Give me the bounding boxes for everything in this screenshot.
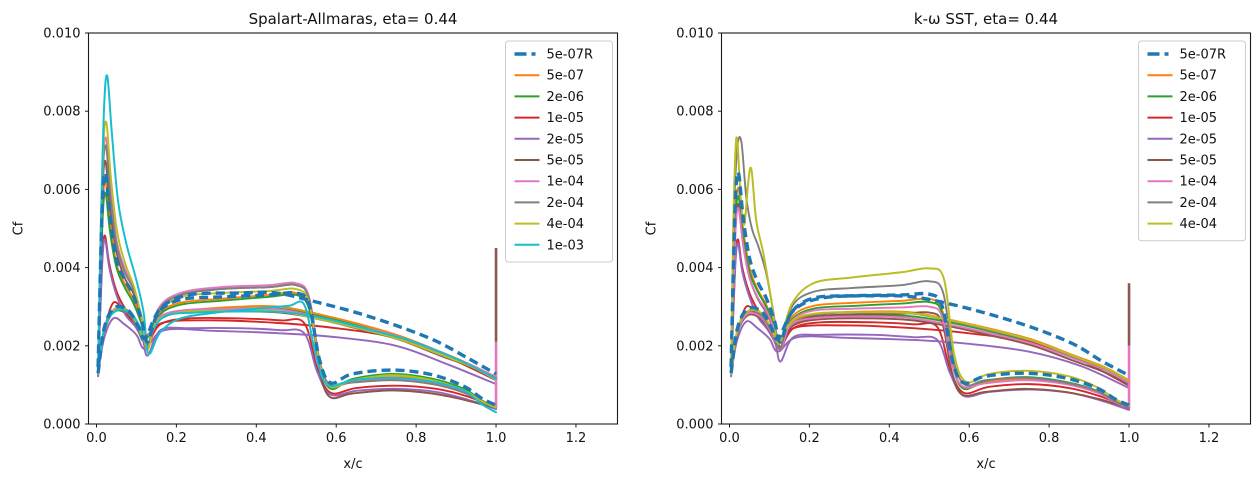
x-tick-label: 0.8 (406, 431, 427, 446)
left-chart: 0.0 0.2 0.4 0.6 0.8 1.0 1.2 0.000 0.002 0.004 0.00… (12, 10, 619, 472)
x-tick-label: 0.4 (246, 431, 267, 446)
legend-box (1138, 40, 1246, 242)
legend-label: 4e-04 (547, 217, 585, 232)
legend-label: 5e-07R (1180, 48, 1227, 63)
legend-label: 2e-06 (547, 90, 585, 105)
series-5e-07R-branch1 (729, 170, 1130, 407)
y-tick-label: 0.000 (43, 418, 80, 433)
chart-title: Spalart-Allmaras, eta= 0.44 (249, 10, 458, 28)
series-group (96, 74, 498, 414)
series-group (729, 136, 1131, 411)
x-tick-label: 1.0 (486, 431, 507, 446)
y-tick-label: 0.000 (676, 418, 713, 433)
legend: 5e-07R 5e-07 2e-06 1e-05 2e-05 5e-05 1e-04 2e-0… (505, 40, 613, 263)
series-2e-06-branch1 (97, 191, 497, 409)
y-tick-label: 0.006 (43, 183, 80, 198)
x-tick-label: 0.6 (959, 431, 980, 446)
legend-label: 2e-05 (547, 132, 585, 147)
legend-label: 1e-05 (547, 111, 585, 126)
x-tick-label: 0.0 (86, 431, 107, 446)
x-tick-label: 0.2 (166, 431, 187, 446)
y-tick-label: 0.004 (676, 261, 713, 276)
x-axis-label: x/c (343, 457, 362, 472)
x-tick-label: 1.2 (566, 431, 587, 446)
series-2e-04-branch1 (97, 144, 497, 410)
legend-label: 2e-04 (547, 196, 585, 211)
plot-area-border (720, 32, 1252, 425)
legend-label: 1e-03 (547, 238, 585, 253)
y-axis-label: Cf (645, 221, 660, 235)
series-4e-04-branch1 (730, 136, 1131, 408)
x-tick-label: 0.0 (719, 431, 740, 446)
y-tick-label: 0.010 (43, 27, 80, 42)
series-1e-04-branch1 (97, 136, 497, 409)
y-axis-label: Cf (12, 221, 27, 235)
x-tick-label: 0.2 (799, 431, 820, 446)
axis-ticks: 0.0 0.2 0.4 0.6 0.8 1.0 1.2 0.000 0.002 0.004 0.00… (43, 27, 586, 447)
series-1e-04-branch2 (730, 311, 1130, 384)
legend-label: 5e-07 (1180, 69, 1218, 84)
x-tick-label: 0.6 (326, 431, 347, 446)
legend-label: 4e-04 (1180, 217, 1218, 232)
y-tick-label: 0.002 (43, 339, 80, 354)
legend-label: 2e-06 (1180, 90, 1218, 105)
x-tick-label: 1.2 (1199, 431, 1220, 446)
y-tick-label: 0.004 (43, 261, 80, 276)
y-tick-label: 0.006 (676, 183, 713, 198)
legend-label: 2e-05 (1180, 132, 1218, 147)
legend-label: 1e-04 (547, 175, 585, 190)
legend: 5e-07R 5e-07 2e-06 1e-05 2e-05 5e-05 1e-04 2e-0… (1138, 40, 1246, 242)
x-tick-label: 0.8 (1039, 431, 1060, 446)
series-5e-07R-branch2 (96, 290, 497, 376)
legend-label: 5e-05 (1180, 154, 1218, 169)
y-tick-label: 0.002 (676, 339, 713, 354)
legend-label: 2e-04 (1180, 196, 1218, 211)
series-1e-04-branch1 (730, 207, 1130, 409)
y-tick-label: 0.010 (676, 27, 713, 42)
series-4e-04-branch2 (730, 308, 1131, 382)
series-2e-05-branch1 (97, 238, 497, 411)
chart-title: k-ω SST, eta= 0.44 (914, 10, 1058, 28)
series-4e-04-branch1 (97, 120, 497, 409)
series-5e-07-branch1 (730, 187, 1130, 409)
x-tick-label: 0.4 (879, 431, 900, 446)
legend-label: 5e-07R (547, 48, 594, 63)
series-5e-07R-branch2 (729, 293, 1130, 378)
y-tick-label: 0.008 (43, 105, 80, 120)
y-tick-label: 0.008 (676, 105, 713, 120)
series-5e-05-branch2 (730, 313, 1130, 386)
legend-label: 1e-05 (1180, 111, 1218, 126)
right-chart: 0.0 0.2 0.4 0.6 0.8 1.0 1.2 0.000 0.002 0.004 0.00… (645, 10, 1252, 472)
series-2e-05-branch2 (97, 316, 497, 386)
series-2e-04-branch1 (730, 136, 1130, 409)
plot-area-border (87, 32, 619, 425)
series-2e-05-branch2 (730, 320, 1130, 389)
series-1e-03-branch2 (97, 308, 498, 381)
legend-label: 5e-05 (547, 154, 585, 169)
axis-ticks: 0.0 0.2 0.4 0.6 0.8 1.0 1.2 0.000 0.002 0.004 0.00… (676, 27, 1219, 447)
x-tick-label: 1.0 (1119, 431, 1140, 446)
series-5e-07R-branch1 (96, 171, 497, 407)
series-1e-03-branch1 (97, 74, 498, 414)
legend-label: 5e-07 (547, 69, 585, 84)
legend-label: 1e-04 (1180, 175, 1218, 190)
x-axis-label: x/c (976, 457, 995, 472)
